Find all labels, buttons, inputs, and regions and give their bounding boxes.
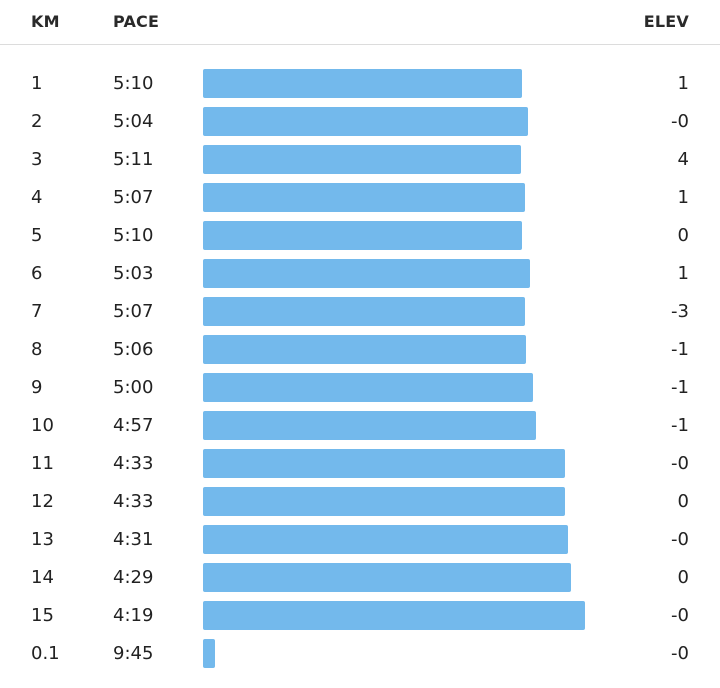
split-speed-bar xyxy=(203,183,525,212)
split-pace: 5:03 xyxy=(113,263,154,284)
split-speed-bar xyxy=(203,639,215,668)
split-km: 6 xyxy=(31,263,43,284)
split-row: 6 5:03 1 xyxy=(0,255,720,293)
split-speed-bar xyxy=(203,107,528,136)
split-km: 3 xyxy=(31,149,43,170)
split-speed-bar xyxy=(203,601,585,630)
split-pace: 5:10 xyxy=(113,73,154,94)
split-km: 2 xyxy=(31,111,43,132)
split-pace: 5:10 xyxy=(113,225,154,246)
split-speed-bar xyxy=(203,487,565,516)
split-pace: 4:29 xyxy=(113,567,154,588)
split-row: 8 5:06 -1 xyxy=(0,331,720,369)
split-pace: 5:11 xyxy=(113,149,154,170)
split-row: 12 4:33 0 xyxy=(0,483,720,521)
split-km: 13 xyxy=(31,529,54,550)
split-row: 0.1 9:45 -0 xyxy=(0,635,720,673)
split-elevation: 0 xyxy=(677,491,689,512)
split-pace: 9:45 xyxy=(113,643,154,664)
split-elevation: 1 xyxy=(677,73,689,94)
split-row: 15 4:19 -0 xyxy=(0,597,720,635)
split-elevation: 0 xyxy=(677,225,689,246)
split-elevation: 1 xyxy=(677,187,689,208)
split-pace: 5:06 xyxy=(113,339,154,360)
split-row: 2 5:04 -0 xyxy=(0,103,720,141)
split-row: 3 5:11 4 xyxy=(0,141,720,179)
split-elevation: -0 xyxy=(671,605,689,626)
split-km: 10 xyxy=(31,415,54,436)
split-row: 9 5:00 -1 xyxy=(0,369,720,407)
split-speed-bar xyxy=(203,259,530,288)
splits-list: 1 5:10 1 2 5:04 -0 3 5:11 4 4 5:07 1 5 5:10 0 6 5:03 1 7 5:… xyxy=(0,65,720,673)
split-pace: 5:07 xyxy=(113,301,154,322)
split-elevation: -0 xyxy=(671,111,689,132)
split-pace: 4:33 xyxy=(113,453,154,474)
split-speed-bar xyxy=(203,449,565,478)
split-row: 4 5:07 1 xyxy=(0,179,720,217)
split-elevation: -3 xyxy=(671,301,689,322)
column-header-km: KM xyxy=(31,12,60,31)
split-speed-bar xyxy=(203,525,568,554)
split-pace: 5:04 xyxy=(113,111,154,132)
split-pace: 4:33 xyxy=(113,491,154,512)
column-header-pace: PACE xyxy=(113,12,160,31)
split-elevation: 1 xyxy=(677,263,689,284)
split-speed-bar xyxy=(203,145,521,174)
split-row: 10 4:57 -1 xyxy=(0,407,720,445)
splits-header: KM PACE ELEV xyxy=(0,0,720,45)
split-km: 4 xyxy=(31,187,43,208)
split-speed-bar xyxy=(203,563,571,592)
split-elevation: 0 xyxy=(677,567,689,588)
split-speed-bar xyxy=(203,297,525,326)
split-km: 11 xyxy=(31,453,54,474)
column-header-elev: ELEV xyxy=(643,12,689,31)
split-km: 14 xyxy=(31,567,54,588)
split-km: 15 xyxy=(31,605,54,626)
split-km: 8 xyxy=(31,339,43,360)
split-km: 5 xyxy=(31,225,43,246)
split-pace: 4:19 xyxy=(113,605,154,626)
split-speed-bar xyxy=(203,69,522,98)
split-row: 14 4:29 0 xyxy=(0,559,720,597)
split-row: 1 5:10 1 xyxy=(0,65,720,103)
split-speed-bar xyxy=(203,221,522,250)
split-km: 12 xyxy=(31,491,54,512)
split-elevation: -0 xyxy=(671,529,689,550)
split-elevation: 4 xyxy=(677,149,689,170)
split-elevation: -0 xyxy=(671,643,689,664)
split-pace: 5:00 xyxy=(113,377,154,398)
split-row: 7 5:07 -3 xyxy=(0,293,720,331)
split-speed-bar xyxy=(203,411,536,440)
split-speed-bar xyxy=(203,373,533,402)
split-pace: 5:07 xyxy=(113,187,154,208)
split-km: 0.1 xyxy=(31,643,60,664)
split-pace: 4:57 xyxy=(113,415,154,436)
split-elevation: -1 xyxy=(671,377,689,398)
split-km: 1 xyxy=(31,73,43,94)
split-km: 7 xyxy=(31,301,43,322)
split-elevation: -1 xyxy=(671,339,689,360)
split-pace: 4:31 xyxy=(113,529,154,550)
split-speed-bar xyxy=(203,335,526,364)
split-row: 5 5:10 0 xyxy=(0,217,720,255)
split-row: 13 4:31 -0 xyxy=(0,521,720,559)
split-row: 11 4:33 -0 xyxy=(0,445,720,483)
split-elevation: -0 xyxy=(671,453,689,474)
split-elevation: -1 xyxy=(671,415,689,436)
split-km: 9 xyxy=(31,377,43,398)
